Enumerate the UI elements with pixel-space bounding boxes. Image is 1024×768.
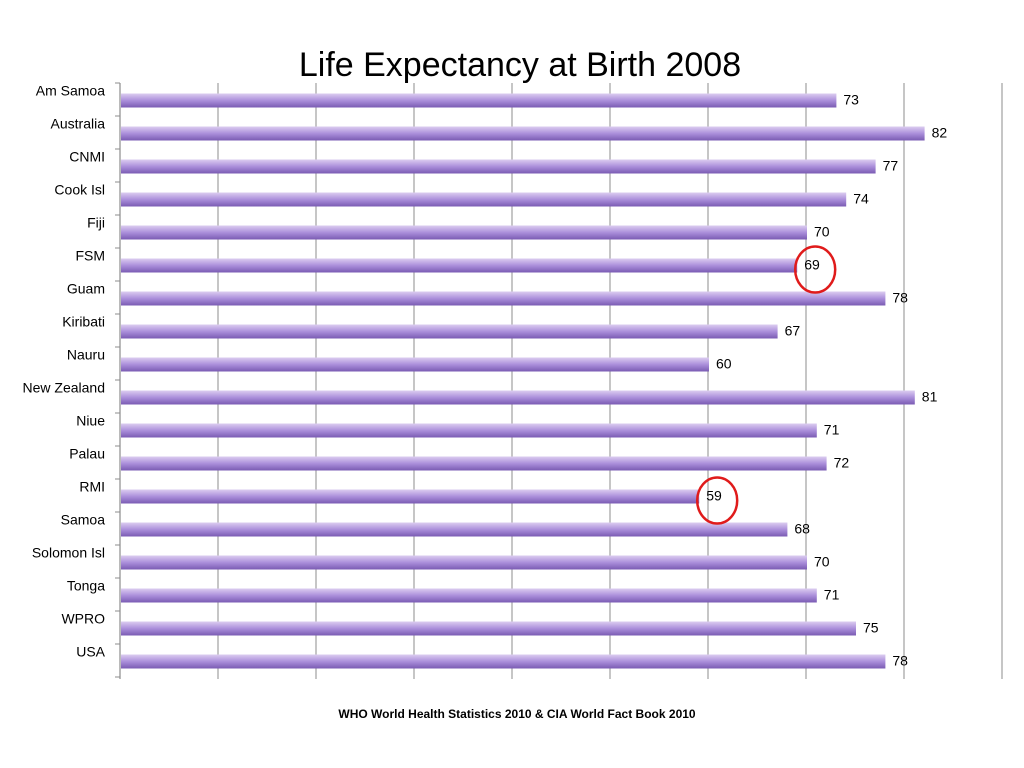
bar-cook-isl — [121, 192, 847, 207]
bar-solomon-isl — [121, 555, 807, 570]
bar-fsm — [121, 258, 798, 273]
category-label: Palau — [69, 446, 105, 462]
bar-kiribati — [121, 324, 778, 339]
category-label: Australia — [51, 116, 106, 132]
bar-wpro — [121, 621, 856, 636]
value-label: 70 — [814, 554, 830, 570]
category-label: Fiji — [87, 215, 105, 231]
value-label: 67 — [785, 323, 801, 339]
category-label: Niue — [76, 413, 105, 429]
value-label: 72 — [834, 455, 850, 471]
value-label: 75 — [863, 620, 879, 636]
bar-palau — [121, 456, 827, 471]
value-label: 77 — [883, 158, 899, 174]
category-label: Samoa — [61, 512, 106, 528]
value-labels: 73 82 77 74 70 69 78 67 60 81 71 72 59 68 70 71 75 78 — [706, 92, 947, 669]
category-label: USA — [76, 644, 105, 660]
value-label: 71 — [824, 422, 840, 438]
value-label: 81 — [922, 389, 938, 405]
highlight-markers — [695, 245, 837, 525]
category-label: Nauru — [67, 347, 105, 363]
bar-tonga — [121, 588, 817, 603]
category-label: New Zealand — [23, 380, 106, 396]
value-label: 59 — [706, 488, 722, 504]
category-label: Kiribati — [62, 314, 105, 330]
category-label: Cook Isl — [54, 182, 105, 198]
gridlines — [115, 82, 1003, 679]
value-label: 73 — [843, 92, 859, 108]
bar-australia — [121, 126, 925, 141]
category-label: Guam — [67, 281, 105, 297]
highlight-circle — [695, 476, 739, 525]
highlight-circle — [793, 245, 837, 294]
bar-am-samoa — [121, 93, 837, 108]
category-label: Am Samoa — [36, 83, 105, 99]
bar-niue — [121, 423, 817, 438]
bar-rmi — [121, 489, 700, 504]
bar-fiji — [121, 225, 807, 240]
chart-title: Life Expectancy at Birth 2008 — [298, 46, 742, 84]
value-label: 78 — [892, 653, 908, 669]
value-label: 68 — [794, 521, 810, 537]
category-label: CNMI — [69, 149, 105, 165]
bars — [121, 93, 925, 669]
bar-usa — [121, 654, 886, 669]
value-label: 70 — [814, 224, 830, 240]
value-label: 78 — [892, 290, 908, 306]
category-label: FSM — [75, 248, 105, 264]
value-label: 74 — [853, 191, 869, 207]
bar-new-zealand — [121, 390, 915, 405]
category-labels: Am Samoa Australia CNMI Cook Isl Fiji FSM Guam… — [23, 83, 106, 660]
value-label: 60 — [716, 356, 732, 372]
category-label: RMI — [79, 479, 105, 495]
category-label: Tonga — [67, 578, 105, 594]
value-label: 82 — [932, 125, 948, 141]
source-note: WHO World Health Statistics 2010 & CIA W… — [338, 707, 696, 721]
category-label: Solomon Isl — [32, 545, 105, 561]
category-label: WPRO — [61, 611, 105, 627]
bar-nauru — [121, 357, 709, 372]
bar-cnmi — [121, 159, 876, 174]
value-label: 71 — [824, 587, 840, 603]
bar-samoa — [121, 522, 788, 537]
bar-guam — [121, 291, 886, 306]
value-label: 69 — [804, 257, 820, 273]
